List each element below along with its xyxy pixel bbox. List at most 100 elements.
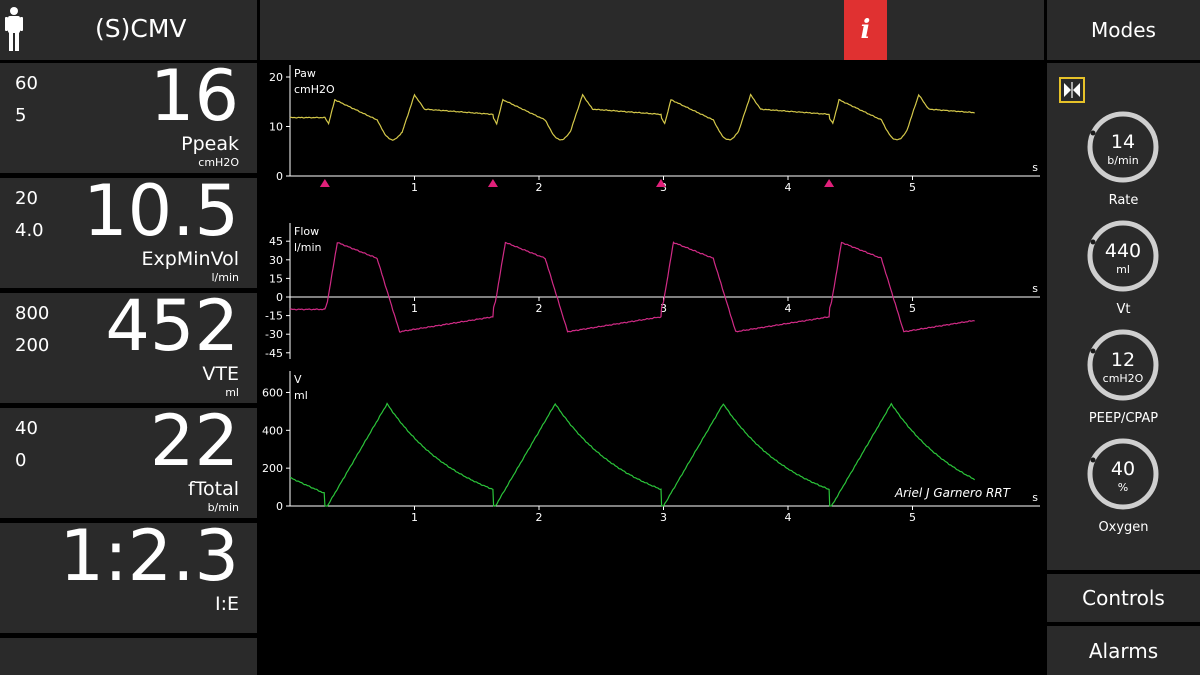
x-tick-label: 3 (660, 181, 667, 194)
control-label: Vt (1116, 302, 1131, 317)
x-tick-label: 3 (660, 302, 667, 315)
chart-unit: ml (294, 389, 308, 402)
param-name: I:E (214, 593, 239, 615)
series-line (289, 241, 975, 333)
param-name: ExpMinVol (141, 248, 239, 270)
x-axis-label: s (1032, 282, 1038, 295)
alarms-button[interactable]: Alarms (1047, 626, 1200, 675)
control-label: Oxygen (1098, 520, 1149, 535)
chart-unit: l/min (294, 241, 322, 254)
control-value: 440 (1104, 240, 1142, 262)
paw-chart: Paw cmH2O 20 10 0 1 2 3 4 5 s (269, 65, 1040, 194)
control-oxygen[interactable]: 40 % Oxygen (1047, 436, 1200, 546)
volume-chart: Vml 600 400 200 0 1 2 3 4 5 s (262, 371, 1040, 524)
controls-button[interactable]: Controls (1047, 574, 1200, 622)
x-tick-label: 1 (411, 511, 418, 524)
info-button[interactable]: i (844, 0, 887, 60)
y-tick-label: 400 (262, 424, 283, 437)
x-tick-label: 1 (411, 302, 418, 315)
control-unit: cmH2O (1102, 372, 1144, 385)
x-tick-label: 1 (411, 181, 418, 194)
x-tick-label: 5 (909, 181, 916, 194)
y-tick-label: 0 (276, 170, 283, 183)
param-unit: cmH2O (198, 156, 239, 169)
x-tick-label: 3 (660, 511, 667, 524)
param-unit: b/min (207, 501, 239, 514)
x-axis-label: s (1032, 161, 1038, 174)
y-tick-label: 45 (269, 235, 283, 248)
param-value: 452 (105, 285, 239, 367)
alarm-low: 0 (15, 450, 27, 471)
y-tick-label: 0 (276, 500, 283, 513)
knob-ring-icon (1087, 329, 1159, 401)
y-tick-label: -15 (265, 310, 283, 323)
param-expminvol[interactable]: 20 4.0 10.5 ExpMinVol l/min (0, 170, 257, 288)
control-value: 14 (1110, 131, 1136, 153)
alarm-high: 20 (15, 188, 38, 209)
y-tick-label: 10 (269, 121, 283, 134)
trigger-marker (824, 179, 835, 187)
param-value: 22 (149, 400, 239, 482)
y-tick-label: -30 (265, 328, 283, 341)
control-label: PEEP/CPAP (1088, 411, 1159, 426)
status-bar (889, 0, 1044, 60)
chart-title: V (294, 373, 302, 386)
control-value: 12 (1110, 349, 1136, 371)
x-tick-label: 2 (536, 302, 543, 315)
control-peep[interactable]: 12 cmH2O PEEP/CPAP (1047, 327, 1200, 437)
series-line (290, 402, 976, 507)
param-ie-ratio[interactable]: 1:2.3 I:E (0, 521, 257, 633)
watermark: Ariel J Garnero RRT (894, 486, 1012, 500)
param-vte[interactable]: 800 200 452 VTE ml (0, 285, 257, 403)
alarm-high: 800 (15, 303, 50, 324)
alarm-low: 4.0 (15, 220, 44, 241)
param-unit: ml (225, 386, 239, 399)
modes-button[interactable]: Modes (1047, 0, 1200, 60)
patient-icon (5, 7, 23, 51)
y-tick-label: 200 (262, 462, 283, 475)
chart-unit: cmH2O (294, 83, 335, 96)
param-ftotal[interactable]: 40 0 22 fTotal b/min (0, 400, 257, 518)
param-name: fTotal (187, 478, 239, 500)
x-tick-label: 4 (785, 511, 792, 524)
knob-ring-icon (1087, 111, 1159, 183)
freeze-icon[interactable] (1059, 77, 1085, 103)
param-name: VTE (202, 363, 239, 385)
y-tick-label: 600 (262, 386, 283, 399)
y-tick-label: 30 (269, 254, 283, 267)
y-tick-label: 15 (269, 272, 283, 285)
trigger-marker (487, 179, 498, 187)
control-rate[interactable]: 14 b/min Rate (1047, 109, 1200, 219)
control-label: Rate (1108, 193, 1139, 208)
ventilation-mode: (S)CMV (95, 14, 187, 43)
controls-column: 14 b/min Rate 440 ml Vt 12 cmH2O PEEP/CP… (1047, 63, 1200, 570)
y-tick-label: 0 (276, 291, 283, 304)
series-line (289, 93, 975, 141)
control-unit: b/min (1107, 154, 1139, 167)
mode-panel[interactable]: (S)CMV (0, 0, 257, 60)
x-tick-label: 4 (785, 181, 792, 194)
x-tick-label: 5 (909, 302, 916, 315)
control-unit: % (1117, 481, 1129, 494)
alarm-high: 60 (15, 73, 38, 94)
param-value: 16 (149, 55, 239, 137)
param-name: Ppeak (181, 133, 239, 155)
y-tick-label: -45 (265, 347, 283, 360)
x-tick-label: 2 (536, 511, 543, 524)
control-vt[interactable]: 440 ml Vt (1047, 218, 1200, 328)
param-unit: l/min (211, 271, 239, 284)
control-value: 40 (1110, 458, 1136, 480)
param-value: 10.5 (83, 170, 239, 252)
trigger-marker (656, 179, 667, 187)
param-ppeak[interactable]: 60 5 16 Ppeak cmH2O (0, 55, 257, 173)
bottom-left-panel (0, 638, 257, 675)
y-tick-label: 20 (269, 71, 283, 84)
chart-title: Flow (294, 225, 319, 238)
alarm-low: 200 (15, 335, 50, 356)
knob-ring-icon (1087, 438, 1159, 510)
trigger-marker (319, 179, 330, 187)
chart-title: Paw (294, 67, 316, 80)
alarm-high: 40 (15, 418, 38, 439)
